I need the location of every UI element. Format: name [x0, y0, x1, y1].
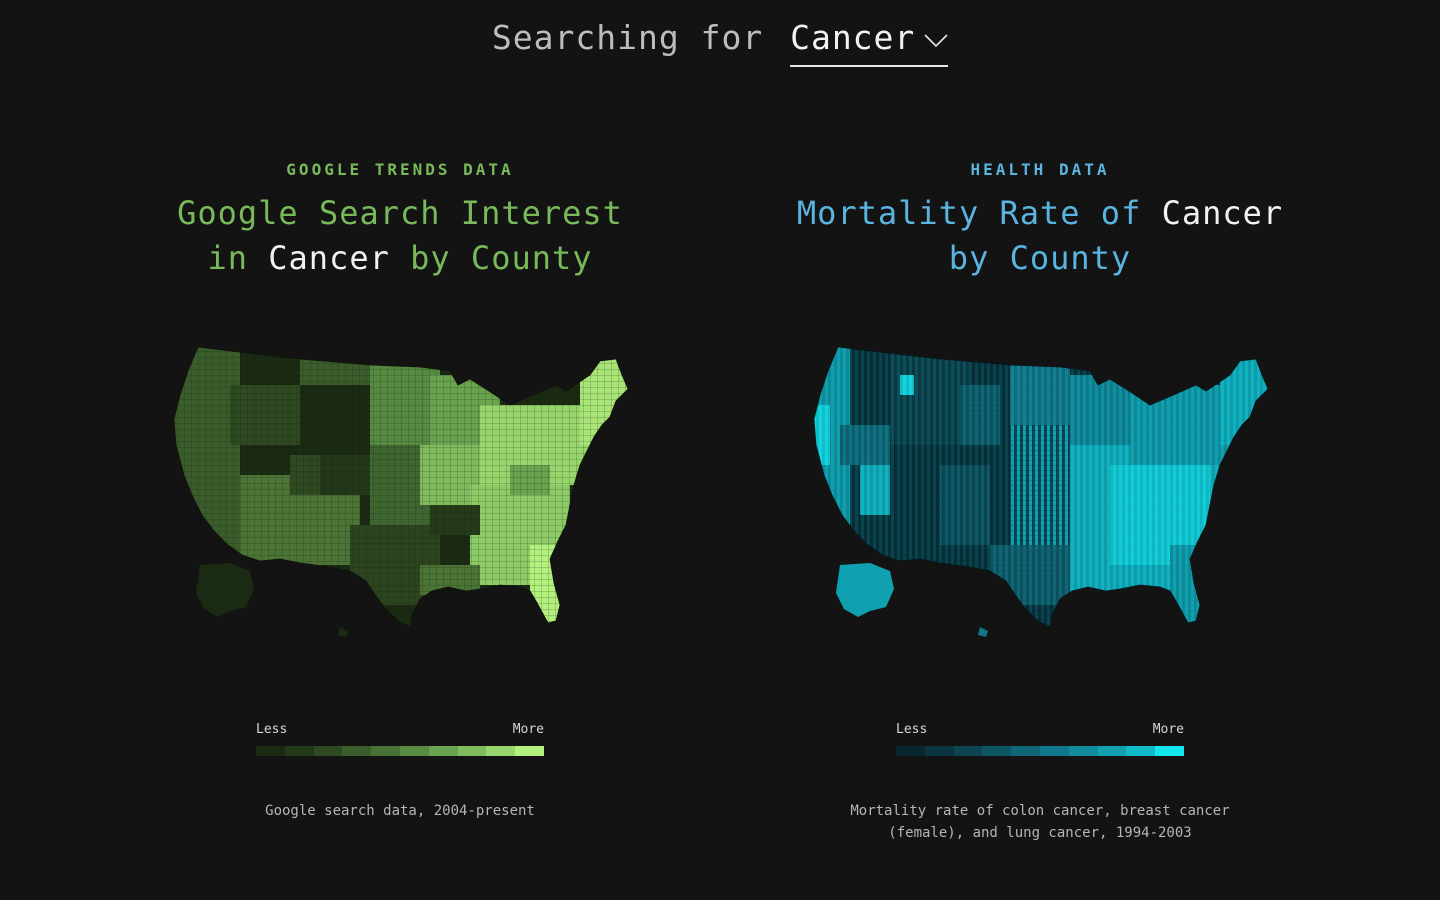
hawaii-shape	[978, 627, 988, 637]
title-part: Google Search Interest	[177, 194, 623, 232]
legend-swatch	[896, 746, 925, 756]
panel-eyebrow: HEALTH DATA	[970, 160, 1110, 179]
legend-swatch	[1039, 746, 1069, 756]
legend-swatch	[486, 746, 516, 756]
legend-swatch	[457, 746, 487, 756]
legend-swatch	[428, 746, 458, 756]
legend-swatch	[399, 746, 429, 756]
legend-swatch	[515, 746, 544, 756]
legend-swatch	[313, 746, 343, 756]
source-note: Google search data, 2004-present	[265, 803, 535, 819]
legend: Less More	[896, 722, 1184, 756]
panel-title: Google Search Interest in Cancer by Coun…	[80, 191, 720, 281]
us-county-map-search-interest	[173, 346, 629, 637]
term-select-value: Cancer	[790, 18, 916, 57]
term-select[interactable]: Cancer	[790, 18, 949, 67]
alaska-shape	[196, 563, 254, 617]
legend-color-scale	[256, 746, 544, 756]
legend-swatch	[924, 746, 954, 756]
search-prefix: Searching for	[491, 18, 764, 57]
legend-more-label: More	[1152, 722, 1184, 737]
legend-swatch	[371, 746, 400, 756]
legend-swatch	[1011, 746, 1040, 756]
hawaii-shape	[338, 627, 348, 637]
title-part: Mortality Rate of	[796, 194, 1142, 232]
search-header: Searching for Cancer	[0, 18, 1440, 67]
legend-swatch	[1155, 746, 1184, 756]
title-highlight-term: Cancer	[1161, 194, 1284, 232]
legend-swatch	[1097, 746, 1127, 756]
title-highlight-term: Cancer	[268, 239, 390, 277]
legend-less-label: Less	[256, 722, 288, 737]
legend-less-label: Less	[896, 722, 928, 737]
legend: Less More	[256, 722, 544, 756]
alaska-shape	[836, 563, 894, 617]
health-data-panel: HEALTH DATA Mortality Rate of Cancer by …	[720, 160, 1360, 841]
legend-swatch	[982, 746, 1012, 756]
legend-swatch	[1126, 746, 1156, 756]
legend-more-label: More	[512, 722, 544, 737]
panel-title: Mortality Rate of Cancer by County	[720, 191, 1360, 281]
title-part: in	[207, 239, 248, 277]
legend-swatch	[1068, 746, 1098, 756]
google-trends-panel: GOOGLE TRENDS DATA Google Search Interes…	[80, 160, 720, 819]
source-note: Mortality rate of colon cancer, breast c…	[850, 803, 1230, 841]
panel-eyebrow: GOOGLE TRENDS DATA	[286, 160, 514, 179]
legend-swatch	[342, 746, 372, 756]
legend-swatch	[284, 746, 314, 756]
legend-color-scale	[896, 746, 1184, 756]
us-county-map-mortality-rate	[813, 346, 1269, 637]
legend-swatch	[256, 746, 285, 756]
legend-swatch	[953, 746, 983, 756]
chevron-down-icon	[924, 34, 948, 48]
title-part: by County	[948, 239, 1132, 277]
title-part: by County	[410, 239, 593, 277]
